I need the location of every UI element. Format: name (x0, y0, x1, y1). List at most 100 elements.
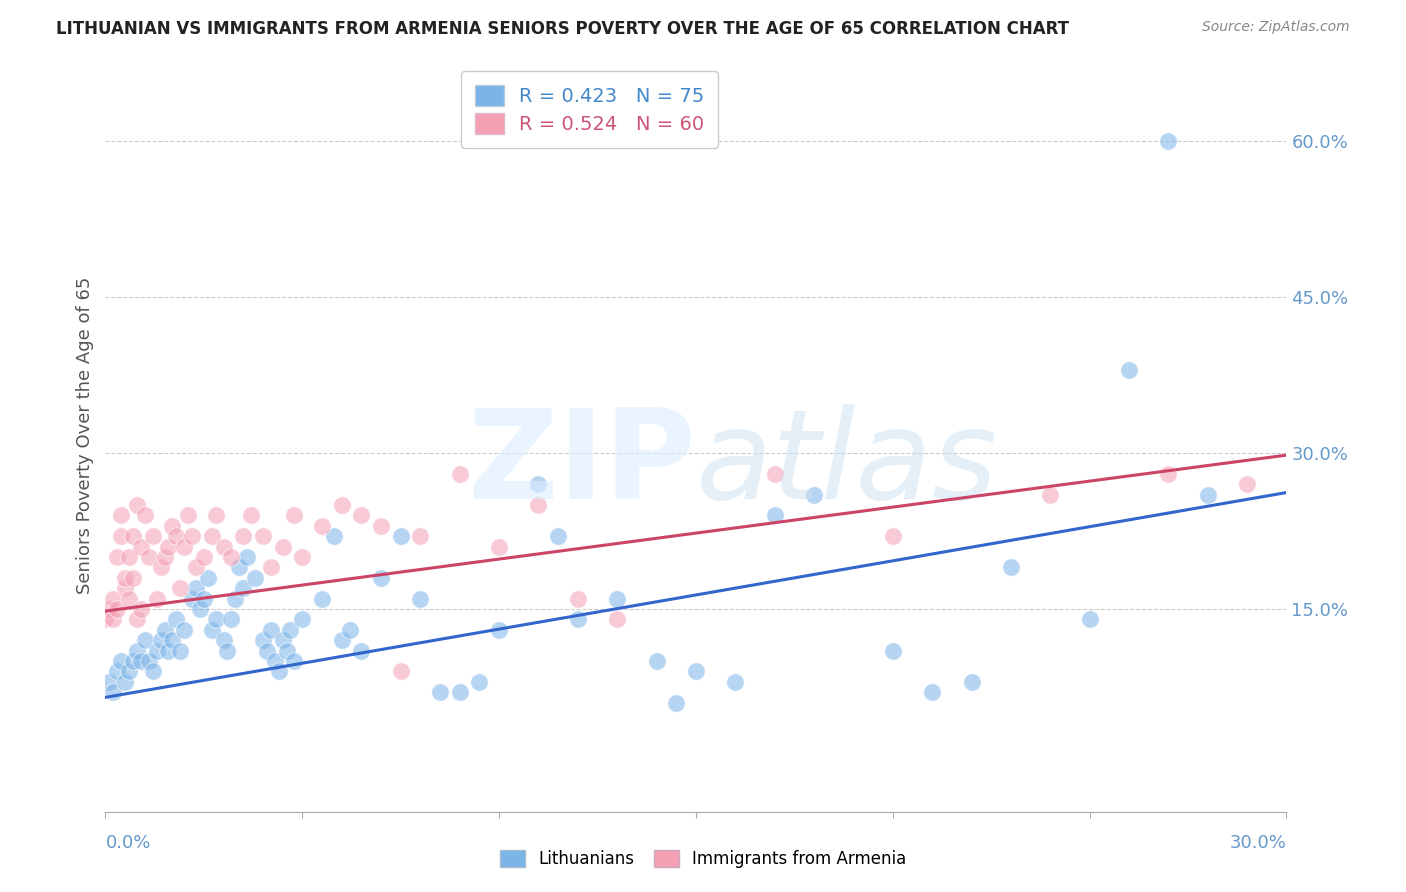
Point (114, 581, 136, 595)
Point (224, 591, 246, 606)
Point (763, 508, 786, 523)
Point (921, 685, 943, 699)
Point (271, 540, 294, 554)
Point (389, 665, 412, 679)
Text: ZIP: ZIP (467, 404, 696, 525)
Point (169, 643, 191, 657)
Point (122, 571, 145, 585)
Point (232, 581, 254, 595)
Point (103, 685, 125, 699)
Point (409, 591, 432, 606)
Point (193, 549, 215, 564)
Point (370, 518, 392, 533)
Point (267, 665, 290, 679)
Point (1236, 477, 1258, 491)
Point (291, 549, 314, 564)
Text: Source: ZipAtlas.com: Source: ZipAtlas.com (1202, 20, 1350, 34)
Text: atlas: atlas (696, 404, 998, 525)
Point (243, 571, 266, 585)
Point (488, 540, 510, 554)
Point (94, 612, 117, 626)
Point (882, 643, 904, 657)
Point (260, 623, 283, 637)
Point (685, 665, 707, 679)
Point (125, 612, 148, 626)
Point (118, 591, 141, 606)
Point (217, 643, 239, 657)
Point (212, 633, 235, 648)
Point (256, 643, 278, 657)
Point (567, 591, 589, 606)
Point (236, 549, 259, 564)
Point (389, 529, 412, 543)
Point (429, 685, 451, 699)
Point (311, 518, 333, 533)
Point (322, 529, 344, 543)
Text: 0.0%: 0.0% (105, 834, 150, 852)
Point (165, 612, 187, 626)
Point (221, 549, 243, 564)
Point (165, 529, 187, 543)
Point (606, 612, 628, 626)
Point (763, 467, 786, 481)
Point (145, 643, 167, 657)
Point (606, 591, 628, 606)
Point (1157, 467, 1180, 481)
Point (110, 654, 132, 668)
Point (449, 685, 471, 699)
Point (488, 623, 510, 637)
Point (129, 602, 152, 616)
Text: 30.0%: 30.0% (1230, 834, 1286, 852)
Point (98, 674, 121, 689)
Point (271, 633, 294, 648)
Point (105, 665, 128, 679)
Point (184, 581, 207, 595)
Point (291, 612, 314, 626)
Point (882, 529, 904, 543)
Point (527, 477, 550, 491)
Point (370, 571, 392, 585)
Point (201, 529, 224, 543)
Point (149, 560, 172, 574)
Point (665, 696, 688, 710)
Point (252, 633, 274, 648)
Point (142, 529, 165, 543)
Point (173, 540, 195, 554)
Point (803, 488, 825, 502)
Point (138, 549, 160, 564)
Point (129, 654, 152, 668)
Y-axis label: Seniors Poverty Over the Age of 65: Seniors Poverty Over the Age of 65 (76, 277, 94, 593)
Point (103, 612, 125, 626)
Point (330, 498, 353, 512)
Point (125, 498, 148, 512)
Point (122, 529, 145, 543)
Point (263, 654, 285, 668)
Point (311, 591, 333, 606)
Point (960, 674, 983, 689)
Point (260, 560, 283, 574)
Point (129, 540, 152, 554)
Text: LITHUANIAN VS IMMIGRANTS FROM ARMENIA SENIORS POVERTY OVER THE AGE OF 65 CORRELA: LITHUANIAN VS IMMIGRANTS FROM ARMENIA SE… (56, 20, 1069, 37)
Point (1197, 488, 1219, 502)
Point (125, 643, 148, 657)
Point (122, 654, 145, 668)
Point (283, 654, 305, 668)
Point (110, 529, 132, 543)
Point (193, 591, 215, 606)
Point (134, 508, 156, 523)
Point (280, 623, 302, 637)
Point (162, 518, 184, 533)
Point (350, 643, 373, 657)
Point (201, 623, 224, 637)
Legend: Lithuanians, Immigrants from Armenia: Lithuanians, Immigrants from Armenia (494, 843, 912, 875)
Point (330, 633, 353, 648)
Point (103, 591, 125, 606)
Point (188, 602, 211, 616)
Point (240, 508, 263, 523)
Point (114, 674, 136, 689)
Point (105, 602, 128, 616)
Legend: R = 0.423   N = 75, R = 0.524   N = 60: R = 0.423 N = 75, R = 0.524 N = 60 (461, 71, 718, 148)
Point (547, 529, 569, 543)
Point (228, 560, 250, 574)
Point (110, 508, 132, 523)
